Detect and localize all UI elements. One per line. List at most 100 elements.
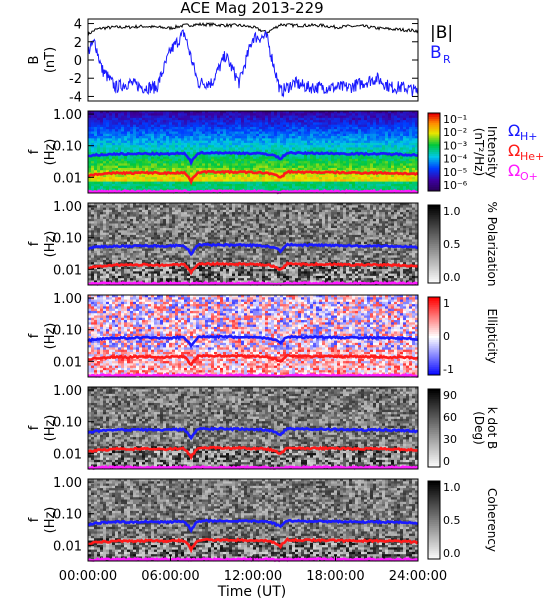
- spectrogram-cell: [415, 136, 419, 139]
- spectrogram-cell: [295, 154, 299, 157]
- spectrogram-cell: [91, 163, 95, 167]
- spectrogram-cell: [106, 145, 110, 148]
- spectrogram-cell: [157, 161, 161, 164]
- spectrogram-cell: [199, 149, 203, 153]
- spectrogram-cell: [112, 111, 116, 114]
- spectrogram-cell: [178, 138, 182, 142]
- spectrogram-cell: [127, 111, 131, 114]
- spectrogram-cell: [109, 136, 113, 139]
- spectrogram-cell: [358, 161, 362, 164]
- spectrogram-cell: [121, 203, 125, 206]
- spectrogram-cell: [271, 111, 275, 114]
- spectrogram-cell: [103, 273, 107, 277]
- spectrogram-cell: [103, 250, 107, 254]
- spectrogram-cell: [127, 257, 131, 261]
- spectrogram-cell: [277, 122, 281, 126]
- spectrogram-cell: [415, 117, 419, 121]
- spectrogram-cell: [169, 142, 173, 146]
- spectrogram-cell: [91, 120, 95, 123]
- spectrogram-cell: [163, 145, 167, 148]
- spectrogram-cell: [277, 113, 281, 116]
- spectrogram-cell: [301, 142, 305, 146]
- spectrogram-cell: [214, 122, 218, 126]
- spectrogram-cell: [406, 136, 410, 139]
- spectrogram-cell: [250, 136, 254, 139]
- spectrogram-cell: [295, 179, 299, 183]
- spectrogram-cell: [160, 131, 164, 135]
- spectrogram-cell: [94, 113, 98, 116]
- spectrogram-cell: [409, 113, 413, 116]
- spectrogram-cell: [391, 156, 395, 160]
- colorbar-swatch: [428, 159, 440, 163]
- spectrogram-cell: [106, 131, 110, 135]
- spectrogram-cell: [208, 158, 212, 162]
- spectrogram-cell: [355, 161, 359, 164]
- spectrogram-cell: [142, 253, 146, 256]
- spectrogram-cell: [208, 174, 212, 178]
- spectrogram-cell: [340, 158, 344, 162]
- spectrogram-cell: [364, 156, 368, 160]
- spectrogram-cell: [406, 152, 410, 155]
- spectrogram-cell: [115, 149, 119, 153]
- spectrogram-cell: [250, 120, 254, 123]
- spectrogram-cell: [130, 203, 134, 206]
- spectrogram-cell: [337, 161, 341, 164]
- spectrogram-cell: [151, 158, 155, 162]
- spectrogram-cell: [88, 269, 92, 272]
- spectrogram-cell: [331, 188, 335, 192]
- spectrogram-cell: [97, 181, 101, 185]
- spectrogram-cell: [379, 136, 383, 139]
- spectrogram-cell: [274, 129, 278, 132]
- spectrogram-cell: [319, 186, 323, 189]
- spectrogram-cell: [94, 149, 98, 153]
- spectrogram-cell: [400, 158, 404, 162]
- spectrogram-cell: [88, 149, 92, 153]
- spectrogram-cell: [364, 122, 368, 126]
- spectrogram-cell: [412, 140, 416, 144]
- spectrogram-cell: [289, 140, 293, 144]
- spectrogram-cell: [127, 232, 131, 236]
- spectrogram-cell: [109, 207, 113, 211]
- spectrogram-cell: [127, 115, 131, 119]
- spectrogram-cell: [139, 133, 143, 137]
- spectrogram-cell: [340, 113, 344, 116]
- spectrogram-cell: [154, 133, 158, 137]
- spectrogram-cell: [175, 113, 179, 116]
- spectrogram-cell: [355, 147, 359, 151]
- spectrogram-cell: [160, 273, 164, 277]
- spectrogram-cell: [106, 212, 110, 215]
- spectrogram-cell: [406, 120, 410, 123]
- spectrogram-cell: [94, 165, 98, 169]
- spectrogram-cell: [253, 149, 257, 153]
- spectrogram-cell: [91, 218, 95, 222]
- spectrogram-cell: [226, 179, 230, 183]
- spectrogram-cell: [409, 115, 413, 119]
- spectrogram-cell: [241, 140, 245, 144]
- spectrogram-cell: [223, 177, 227, 180]
- spectrogram-cell: [103, 271, 107, 275]
- colorbar-swatch: [428, 189, 440, 192]
- spectrogram-cell: [88, 131, 92, 135]
- spectrogram-cell: [202, 179, 206, 183]
- spectrogram-cell: [325, 188, 329, 192]
- spectrogram-cell: [154, 248, 158, 252]
- spectrogram-cell: [166, 156, 170, 160]
- spectrogram-cell: [211, 129, 215, 132]
- spectrogram-cell: [253, 158, 257, 162]
- spectrogram-cell: [292, 158, 296, 162]
- spectrogram-cell: [415, 113, 419, 116]
- spectrogram-cell: [403, 163, 407, 167]
- spectrogram-cell: [211, 177, 215, 180]
- spectrogram-cell: [376, 158, 380, 162]
- spectrogram-cell: [160, 149, 164, 153]
- spectrogram-cell: [151, 269, 155, 272]
- spectrogram-cell: [328, 140, 332, 144]
- spectrogram-cell: [94, 111, 98, 114]
- spectrogram-cell: [145, 129, 149, 132]
- spectrogram-cell: [100, 167, 104, 171]
- spectrogram-cell: [322, 163, 326, 167]
- spectrogram-cell: [118, 241, 122, 245]
- spectrogram-cell: [211, 174, 215, 178]
- spectrogram-cell: [373, 177, 377, 180]
- spectrogram-cell: [139, 138, 143, 142]
